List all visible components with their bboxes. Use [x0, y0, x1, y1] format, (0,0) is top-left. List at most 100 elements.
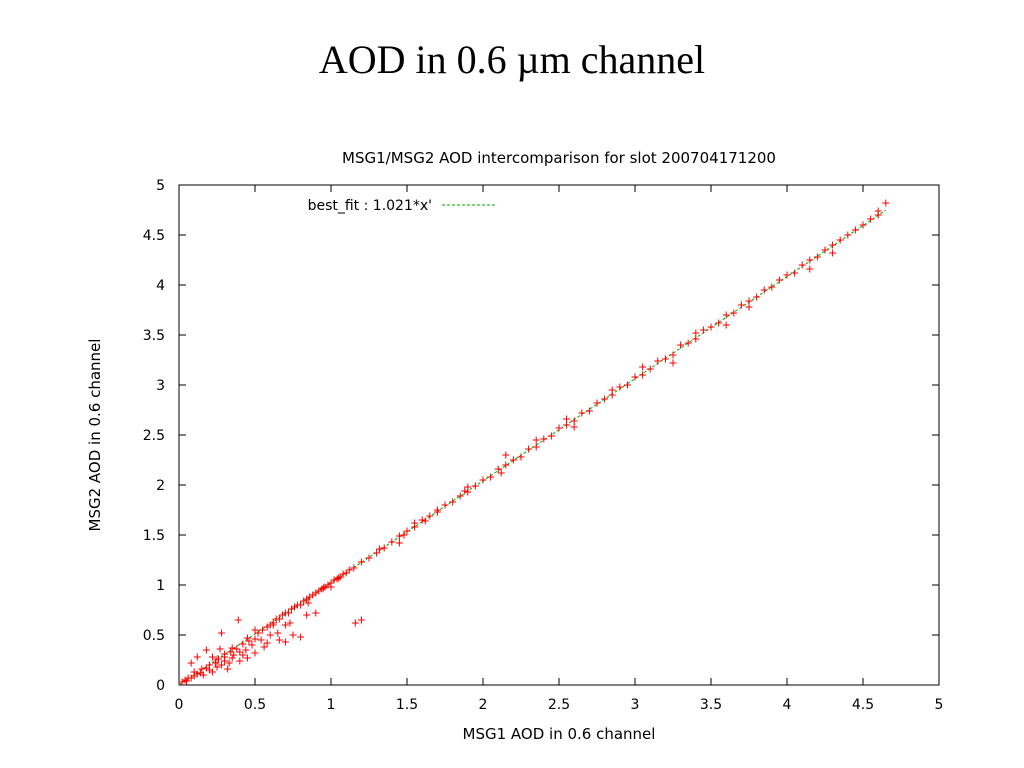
data-point — [821, 246, 829, 254]
x-tick-label: 3.5 — [700, 697, 722, 713]
data-point — [257, 636, 265, 644]
data-point — [395, 539, 403, 547]
data-point — [760, 286, 768, 294]
data-point — [266, 631, 274, 639]
y-tick-label: 1.5 — [143, 528, 165, 544]
data-point — [608, 386, 616, 394]
data-point — [715, 319, 723, 327]
data-point — [798, 261, 806, 269]
data-point — [669, 351, 677, 359]
data-point — [236, 648, 244, 656]
data-point — [836, 236, 844, 244]
data-point — [525, 445, 533, 453]
data-point — [867, 215, 875, 223]
data-point — [303, 611, 311, 619]
data-point — [248, 641, 256, 649]
plot-frame — [178, 184, 940, 686]
x-axis: 0 0.5 1 1.5 2 2.5 3 3.5 4 4.5 5 — [175, 185, 944, 713]
data-point — [373, 549, 381, 557]
data-point — [221, 657, 229, 665]
data-point — [198, 665, 206, 673]
y-tick-label: 0.5 — [143, 628, 165, 644]
x-tick-label: 3 — [631, 697, 640, 713]
data-point — [239, 640, 247, 648]
data-point — [218, 629, 226, 637]
x-tick-label: 5 — [935, 697, 944, 713]
y-tick-label: 4 — [156, 278, 165, 294]
data-point — [441, 501, 449, 509]
x-tick-label: 0 — [175, 697, 184, 713]
data-point — [684, 339, 692, 347]
data-point — [844, 231, 852, 239]
data-point — [205, 661, 213, 669]
data-point — [230, 651, 238, 659]
data-point — [411, 519, 419, 527]
data-point — [601, 395, 609, 403]
fit-layer — [178, 209, 887, 686]
best-fit-line — [178, 209, 887, 686]
x-tick-label: 2.5 — [548, 697, 570, 713]
data-point — [859, 221, 867, 229]
data-point — [532, 436, 540, 444]
data-point — [456, 492, 464, 500]
data-point — [260, 643, 268, 651]
data-point — [281, 621, 289, 629]
data-point — [874, 207, 882, 215]
x-tick-label: 4 — [783, 697, 792, 713]
data-point — [813, 253, 821, 261]
data-point — [213, 655, 221, 663]
legend: best_fit : 1.021*x' — [308, 198, 496, 214]
x-tick-label: 2 — [479, 697, 488, 713]
data-point — [722, 321, 730, 329]
data-point — [555, 424, 563, 432]
data-point — [336, 573, 344, 581]
data-point — [380, 544, 388, 552]
data-point — [297, 633, 305, 641]
data-point — [225, 659, 233, 667]
data-point — [646, 365, 654, 373]
data-point — [570, 417, 578, 425]
data-point — [791, 269, 799, 277]
data-point — [502, 451, 510, 459]
data-point — [350, 564, 358, 572]
data-point — [737, 301, 745, 309]
data-point — [882, 199, 890, 207]
data-point — [183, 677, 191, 685]
data-point — [218, 661, 226, 669]
data-point — [251, 635, 259, 643]
data-point — [208, 653, 216, 661]
data-point — [187, 659, 195, 667]
data-point — [433, 506, 441, 514]
data-point — [699, 326, 707, 334]
data-point — [297, 601, 305, 609]
x-tick-label: 1 — [327, 697, 336, 713]
data-point — [722, 311, 730, 319]
data-point — [449, 498, 457, 506]
data-point — [327, 583, 335, 591]
data-point — [242, 646, 250, 654]
data-point — [228, 644, 236, 652]
data-point — [342, 569, 350, 577]
data-point — [585, 407, 593, 415]
data-point — [692, 335, 700, 343]
data-point — [263, 639, 271, 647]
data-point — [418, 516, 426, 524]
data-point — [661, 355, 669, 363]
data-point — [775, 276, 783, 284]
data-point — [829, 249, 837, 257]
data-point — [745, 303, 753, 311]
data-point — [239, 651, 247, 659]
data-point — [216, 645, 224, 653]
data-point — [236, 657, 244, 665]
y-tick-label: 3 — [156, 378, 165, 394]
data-point — [692, 329, 700, 337]
data-point — [464, 483, 472, 491]
data-point — [202, 646, 210, 654]
data-point — [403, 527, 411, 535]
data-point — [623, 381, 631, 389]
data-point — [479, 476, 487, 484]
y-axis-label: MSG2 AOD in 0.6 channel — [86, 339, 104, 532]
data-point — [768, 283, 776, 291]
x-tick-label: 4.5 — [852, 697, 874, 713]
